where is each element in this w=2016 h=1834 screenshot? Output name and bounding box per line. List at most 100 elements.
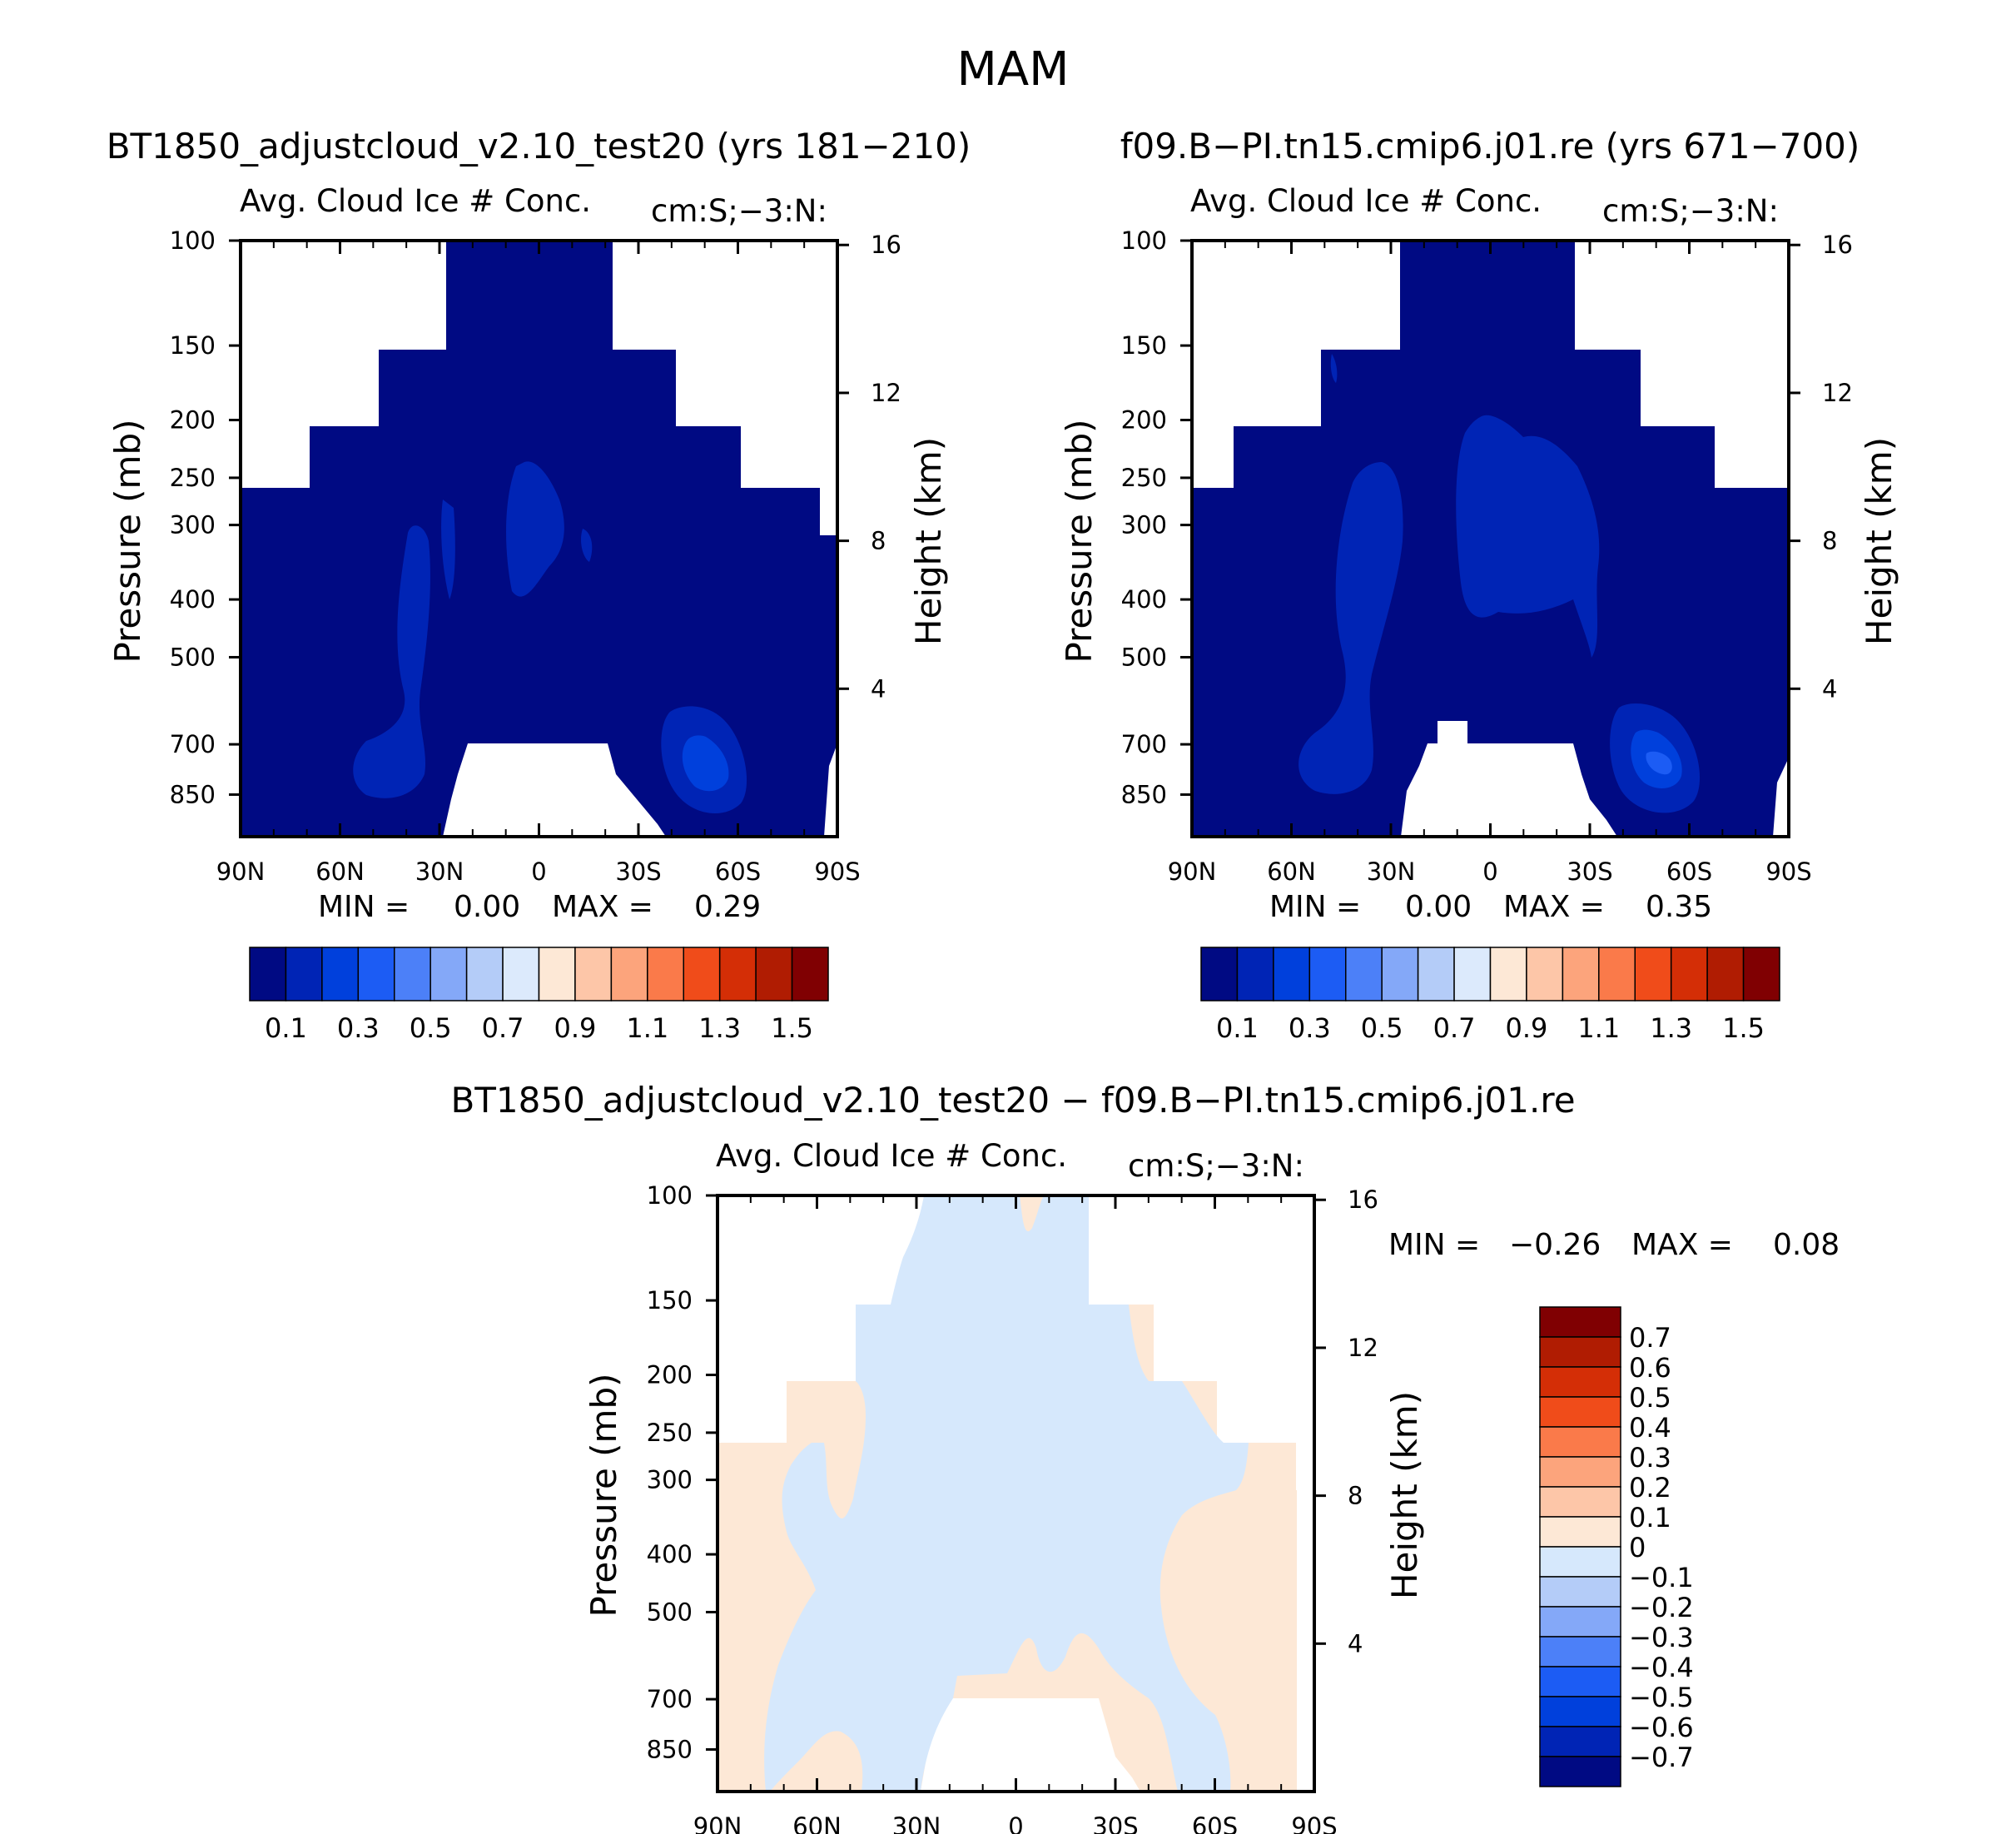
y2-tick-label: 16 (871, 231, 901, 259)
y-tick-label: 100 (1121, 226, 1167, 255)
colorbar-label: 0.3 (1629, 1442, 1671, 1474)
panel-2-subtitle-right: cm:S;−3:N: (1602, 193, 1779, 229)
panel-1-min-value: 0.00 (454, 890, 520, 924)
x-tick-label: 90S (1291, 1812, 1337, 1834)
colorbar-label: 0.3 (1289, 1012, 1331, 1044)
x-tick-label: 30S (615, 857, 661, 886)
panel-3-max-value: 0.08 (1773, 1228, 1840, 1262)
colorbar-swatch (1381, 947, 1419, 1001)
panel-1-ylabel: Pressure (mb) (107, 419, 148, 663)
y-tick-label: 200 (647, 1361, 693, 1389)
panel-1-plot: 90N 60N 30N 0 30S 60S 90S 100 150 200 250 300 400 500… (170, 226, 901, 886)
colorbar-swatch (683, 947, 721, 1001)
y2-tick-label: 8 (1822, 527, 1837, 555)
y-tick-label: 500 (647, 1598, 693, 1626)
panel-3-contour-negative (924, 1195, 949, 1305)
colorbar-label: 0.5 (1629, 1382, 1671, 1414)
panel-3-subtitle-left: Avg. Cloud Ice # Conc. (716, 1138, 1067, 1174)
colorbar-swatch (1539, 1426, 1621, 1458)
y-tick-label: 850 (647, 1735, 693, 1763)
colorbar-label: 1.5 (771, 1012, 813, 1044)
panel-2-contour-band (1330, 354, 1338, 383)
colorbar-label: −0.5 (1629, 1682, 1694, 1713)
colorbar-swatch (1539, 1576, 1621, 1608)
panel-2: f09.B−PI.tn15.cmip6.j01.re (yrs 671−700)… (1059, 126, 1899, 1044)
x-tick-label: 60S (1192, 1812, 1238, 1834)
colorbar-swatch (1539, 1726, 1621, 1757)
colorbar-swatch (791, 947, 829, 1001)
panel-2-contour-band (1456, 415, 1600, 658)
colorbar-swatch (285, 947, 323, 1001)
x-tick-label: 30N (892, 1812, 941, 1834)
y2-tick-label: 16 (1348, 1185, 1378, 1214)
colorbar-label: −0.2 (1629, 1592, 1694, 1623)
y-tick-label: 150 (647, 1286, 693, 1315)
x-tick-label: 90S (1765, 857, 1811, 886)
y-tick-label: 400 (647, 1540, 693, 1568)
colorbar-swatch (394, 947, 431, 1001)
colorbar-label: 1.5 (1722, 1012, 1765, 1044)
panel-1-contour-band (580, 529, 593, 562)
y2-tick-label: 12 (871, 379, 901, 407)
page-title: MAM (957, 42, 1070, 97)
panel-2-y2label: Height (km) (1859, 437, 1899, 645)
colorbar-label: 0.5 (410, 1012, 452, 1044)
colorbar-swatch (249, 947, 287, 1001)
colorbar-label: 0.2 (1629, 1472, 1671, 1503)
panel-3-min-label: MIN = (1388, 1228, 1480, 1262)
colorbar-label: 1.1 (626, 1012, 668, 1044)
panel-3-max-label: MAX = (1631, 1228, 1733, 1262)
panel-2-min-label: MIN = (1269, 890, 1361, 924)
colorbar-swatch (1417, 947, 1455, 1001)
x-tick-label: 90N (1168, 857, 1217, 886)
y2-tick-label: 4 (871, 674, 886, 703)
x-tick-label: 0 (531, 857, 546, 886)
y-tick-label: 200 (170, 406, 216, 435)
colorbar-swatch (1200, 947, 1239, 1001)
x-tick-label: 60N (315, 857, 365, 886)
colorbar-swatch (1706, 947, 1745, 1001)
panel-1-contour-band (353, 525, 430, 798)
y-tick-label: 300 (1121, 511, 1167, 539)
panel-1: BT1850_adjustcloud_v2.10_test20 (yrs 181… (107, 126, 971, 1044)
y-tick-label: 700 (1121, 730, 1167, 758)
colorbar-label: 0.7 (482, 1012, 524, 1044)
colorbar-swatch (1539, 1306, 1621, 1338)
colorbar-swatch (1539, 1336, 1621, 1368)
y-tick-label: 100 (647, 1181, 693, 1210)
panel-3-min-value: −0.26 (1509, 1228, 1601, 1262)
y2-tick-label: 4 (1348, 1629, 1363, 1658)
colorbar-swatch (1539, 1546, 1621, 1578)
panel-2-ylabel: Pressure (mb) (1059, 419, 1100, 663)
colorbar-swatch (1539, 1756, 1621, 1787)
x-tick-label: 60S (715, 857, 761, 886)
colorbar-label: 0.1 (265, 1012, 307, 1044)
y2-tick-label: 12 (1822, 379, 1853, 407)
panel-3: BT1850_adjustcloud_v2.10_test20 − f09.B−… (450, 1080, 1840, 1834)
colorbar-swatch (1539, 1606, 1621, 1638)
panel-2-plot: 90N 60N 30N 0 30S 60S 90S 100 150 200 250 300 400 500… (1121, 226, 1853, 886)
panel-1-max-value: 0.29 (694, 890, 761, 924)
panel-3-plot: 90N 60N 30N 0 30S 60S 90S 100 150 200 250 300 400 500… (647, 1181, 1378, 1834)
colorbar-label: 0.3 (337, 1012, 380, 1044)
colorbar-swatch (1562, 947, 1600, 1001)
panel-2-contour-band (1646, 751, 1672, 775)
y-tick-label: 250 (647, 1419, 693, 1447)
y-tick-label: 400 (1121, 585, 1167, 614)
panel-2-max-label: MAX = (1503, 890, 1605, 924)
x-tick-label: 90N (693, 1812, 742, 1834)
x-tick-label: 30N (1367, 857, 1416, 886)
colorbar-label: 0.9 (1505, 1012, 1547, 1044)
colorbar-swatch (321, 947, 360, 1001)
colorbar-label: 0.9 (554, 1012, 596, 1044)
colorbar-label: 0 (1629, 1532, 1646, 1563)
colorbar-swatch (1236, 947, 1274, 1001)
panel-1-contour-band (682, 735, 729, 792)
colorbar-swatch (610, 947, 648, 1001)
y-tick-label: 300 (647, 1466, 693, 1494)
colorbar-swatch (1308, 947, 1347, 1001)
x-tick-label: 30N (415, 857, 464, 886)
colorbar-label: 0.7 (1629, 1322, 1671, 1354)
colorbar-swatch (502, 947, 540, 1001)
